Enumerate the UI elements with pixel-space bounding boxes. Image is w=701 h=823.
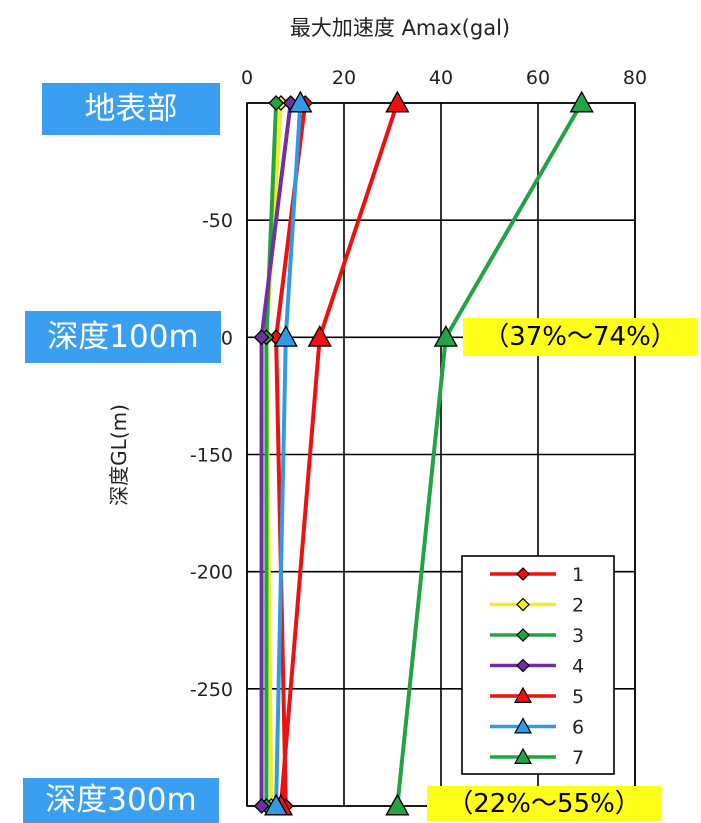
legend-swatch-marker (516, 658, 530, 673)
legend-swatch-marker (513, 686, 533, 704)
legend-item-4: 4 (490, 656, 584, 678)
legend-swatch-marker (513, 717, 533, 734)
legend-item-2: 2 (490, 595, 584, 617)
legend-swatch-marker (516, 567, 530, 581)
y-axis-label: 深度GL(m) (107, 404, 131, 506)
legend-swatch-marker (516, 628, 530, 642)
legend-swatch-marker (513, 747, 533, 765)
y-tick-label: -50 (202, 210, 233, 232)
legend-item-3: 3 (490, 625, 584, 647)
data-point-marker (268, 95, 285, 111)
callout-ratio-300m: （22%～55%） (427, 786, 661, 821)
callout-depth-300m: 深度300m (23, 778, 219, 823)
callout-ratio-100m: （37%～74%） (463, 318, 697, 356)
legend-label: 6 (572, 717, 584, 739)
data-point-marker (385, 793, 410, 816)
legend-item-1: 1 (490, 564, 584, 586)
y-tick-label: -200 (190, 562, 233, 584)
data-point-marker (385, 90, 410, 113)
legend-label: 3 (572, 625, 584, 647)
data-point-marker (307, 324, 332, 347)
legend-swatch-marker (516, 597, 530, 612)
x-tick-label: 20 (332, 67, 356, 89)
y-tick-label: -250 (190, 679, 233, 701)
data-point-marker (253, 329, 270, 346)
legend-item-5: 5 (490, 686, 584, 708)
data-point-marker (263, 793, 289, 816)
y-tick-label: -150 (190, 445, 233, 467)
callout-surface: 地表部 (42, 83, 220, 135)
data-point-marker (433, 324, 458, 347)
series-markers-6 (263, 90, 313, 816)
data-point-marker (569, 90, 594, 113)
chart-title: 最大加速度 Amax(gal) (289, 16, 511, 40)
legend-label: 4 (572, 656, 584, 678)
x-tick-label: 40 (429, 67, 453, 89)
legend-label: 5 (572, 686, 584, 708)
x-tick-label: 0 (241, 67, 253, 89)
legend-item-7: 7 (490, 747, 584, 769)
data-point-marker (288, 90, 313, 113)
series-markers-7 (385, 90, 594, 816)
legend: 1 2 3 4 5 6 7 (461, 555, 615, 775)
data-point-marker (253, 798, 270, 814)
callout-depth-100m: 深度100m (25, 311, 221, 363)
legend-label: 1 (572, 564, 584, 586)
x-tick-label: 80 (623, 67, 647, 89)
legend-label: 2 (572, 595, 584, 617)
data-point-marker (273, 324, 298, 347)
legend-item-6: 6 (490, 717, 584, 739)
legend-label: 7 (572, 747, 584, 769)
x-tick-label: 60 (526, 67, 550, 89)
